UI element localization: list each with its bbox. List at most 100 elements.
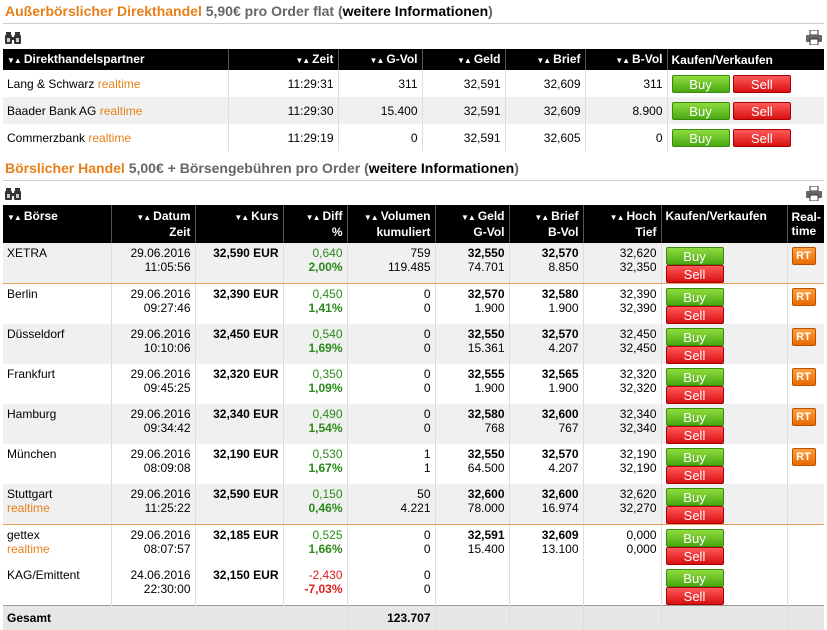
trade-date: 29.06.2016 bbox=[130, 246, 191, 260]
realtime-quote-button[interactable]: RT bbox=[791, 328, 816, 346]
trade-date: 29.06.2016 bbox=[130, 367, 191, 381]
realtime-link[interactable]: realtime bbox=[97, 76, 141, 91]
table-row: Berlin 29.06.2016 09:27:46 32,390 EUR 0,450 1… bbox=[3, 283, 824, 324]
realtime-quote-button[interactable]: RT bbox=[791, 288, 816, 306]
boersenhandel-heading: Börslicher Handel bbox=[5, 160, 125, 176]
volume-value: 0 bbox=[423, 327, 431, 341]
col-datum-zeit[interactable]: ▼▲ Datum Zeit bbox=[110, 205, 195, 243]
realtime-link[interactable]: realtime bbox=[99, 103, 143, 118]
sell-button[interactable]: Sell bbox=[665, 466, 724, 484]
col-brief[interactable]: ▼▲ Brief bbox=[504, 49, 585, 70]
exchange-name: München bbox=[7, 447, 57, 461]
table-row: München 29.06.2016 08:09:08 32,190 EUR 0,530… bbox=[3, 444, 824, 484]
hoch-value: 32,190 bbox=[619, 447, 657, 461]
col-volumen[interactable]: ▼▲ Volumen kumuliert bbox=[346, 205, 435, 243]
diff-percent: 1,66% bbox=[308, 542, 343, 556]
boersenhandel-info-link[interactable]: weitere Informationen bbox=[368, 160, 515, 176]
diff-value: 0,450 bbox=[312, 287, 343, 301]
volume-cumulative: 0 bbox=[423, 381, 431, 395]
binoculars-icon[interactable] bbox=[5, 31, 21, 48]
volume-value: 0 bbox=[423, 287, 431, 301]
table-row: KAG/Emittent 24.06.2016 22:30:00 32,150 EUR… bbox=[3, 565, 824, 606]
col-diff[interactable]: ▼▲ Diff% bbox=[282, 205, 347, 243]
col-boerse[interactable]: ▼▲ Börse bbox=[3, 205, 111, 243]
trade-time: 10:10:06 bbox=[143, 341, 191, 355]
trade-date: 24.06.2016 bbox=[130, 568, 191, 582]
sell-button[interactable]: Sell bbox=[665, 306, 724, 324]
kurs-value: 32,150 EUR bbox=[194, 565, 283, 606]
boersenhandel-title: Börslicher Handel 5,00€ + Börsengebühren… bbox=[5, 160, 519, 176]
exchange-name: Frankfurt bbox=[7, 367, 56, 381]
print-icon[interactable] bbox=[806, 29, 822, 48]
buy-button[interactable]: Buy bbox=[665, 448, 724, 466]
col-kaufen-verkaufen: Kaufen/Verkaufen bbox=[660, 205, 787, 243]
trade-time: 08:07:57 bbox=[143, 542, 191, 556]
table-row: Baader Bank AG realtime 11:29:30 15.400 … bbox=[3, 97, 824, 124]
col-geld[interactable]: ▼▲ Geld bbox=[421, 49, 505, 70]
print-icon[interactable] bbox=[806, 185, 822, 204]
buy-button[interactable]: Buy bbox=[665, 408, 724, 426]
col-kaufen-verkaufen: Kaufen/Verkaufen bbox=[666, 49, 824, 70]
geld-value: 32,555 bbox=[467, 367, 505, 381]
sell-button[interactable]: Sell bbox=[665, 587, 724, 605]
divider bbox=[3, 23, 824, 24]
realtime-link[interactable]: realtime bbox=[7, 501, 50, 515]
kurs-value: 32,590 EUR bbox=[194, 243, 283, 284]
buy-button[interactable]: Buy bbox=[671, 101, 730, 120]
col-brief-bvol[interactable]: ▼▲ Brief B-Vol bbox=[508, 205, 583, 243]
col-geld-gvol[interactable]: ▼▲ Geld G-Vol bbox=[434, 205, 509, 243]
diff-value: 0,150 bbox=[312, 487, 343, 501]
geld-value: 32,550 bbox=[467, 246, 505, 260]
realtime-quote-button[interactable]: RT bbox=[791, 368, 816, 386]
sell-button[interactable]: Sell bbox=[665, 547, 724, 565]
sell-button[interactable]: Sell bbox=[732, 74, 791, 93]
bvol-value: 16.974 bbox=[541, 501, 579, 515]
buy-button[interactable]: Buy bbox=[665, 288, 724, 306]
buy-button[interactable]: Buy bbox=[665, 569, 724, 587]
direkthandel-heading: Außerbörslicher Direkthandel bbox=[5, 3, 202, 19]
realtime-quote-button[interactable]: RT bbox=[791, 408, 816, 426]
brief-value: 32,609 bbox=[541, 528, 579, 542]
gvol-value: 78.000 bbox=[467, 501, 505, 515]
trade-time: 11:25:22 bbox=[144, 501, 191, 515]
volume-cumulative: 0 bbox=[423, 421, 431, 435]
brief-value: 32,580 bbox=[541, 287, 579, 301]
sell-button[interactable]: Sell bbox=[665, 346, 724, 364]
diff-percent: 0,46% bbox=[308, 501, 343, 515]
buy-button[interactable]: Buy bbox=[665, 247, 724, 265]
direkthandel-info-link[interactable]: weitere Informationen bbox=[342, 3, 489, 19]
kurs-value: 32,590 EUR bbox=[194, 484, 283, 525]
col-hoch-tief[interactable]: ▼▲ Hoch Tief bbox=[582, 205, 661, 243]
sell-button[interactable]: Sell bbox=[732, 128, 791, 147]
binoculars-icon[interactable] bbox=[5, 187, 21, 204]
trade-date: 29.06.2016 bbox=[130, 407, 191, 421]
col-realtime: Real-time bbox=[786, 205, 824, 243]
buy-button[interactable]: Buy bbox=[665, 529, 724, 547]
col-bvol[interactable]: ▼▲ B-Vol bbox=[584, 49, 667, 70]
gvol-value: 768 bbox=[484, 421, 505, 435]
col-kurs[interactable]: ▼▲ Kurs bbox=[194, 205, 283, 243]
geld-value: 32,580 bbox=[467, 407, 505, 421]
buy-button[interactable]: Buy bbox=[671, 74, 730, 93]
realtime-link[interactable]: realtime bbox=[88, 130, 132, 145]
partner-name: Lang & Schwarz bbox=[7, 76, 95, 91]
buy-button[interactable]: Buy bbox=[665, 328, 724, 346]
diff-percent: 1,54% bbox=[308, 421, 343, 435]
sell-button[interactable]: Sell bbox=[665, 386, 724, 404]
col-direkthandelspartner[interactable]: ▼▲ Direkthandelspartner bbox=[3, 49, 228, 70]
buy-button[interactable]: Buy bbox=[665, 368, 724, 386]
sell-button[interactable]: Sell bbox=[732, 101, 791, 120]
sell-button[interactable]: Sell bbox=[665, 506, 724, 524]
tief-value: 32,190 bbox=[619, 461, 657, 475]
hoch-value: 32,320 bbox=[619, 367, 657, 381]
sell-button[interactable]: Sell bbox=[665, 426, 724, 444]
col-zeit[interactable]: ▼▲ Zeit bbox=[227, 49, 338, 70]
table-row: Lang & Schwarz realtime 11:29:31 311 32,… bbox=[3, 70, 824, 97]
buy-button[interactable]: Buy bbox=[671, 128, 730, 147]
sell-button[interactable]: Sell bbox=[665, 265, 724, 283]
realtime-quote-button[interactable]: RT bbox=[791, 247, 816, 265]
realtime-link[interactable]: realtime bbox=[7, 542, 50, 556]
buy-button[interactable]: Buy bbox=[665, 488, 724, 506]
realtime-quote-button[interactable]: RT bbox=[791, 448, 816, 466]
col-gvol[interactable]: ▼▲ G-Vol bbox=[337, 49, 422, 70]
